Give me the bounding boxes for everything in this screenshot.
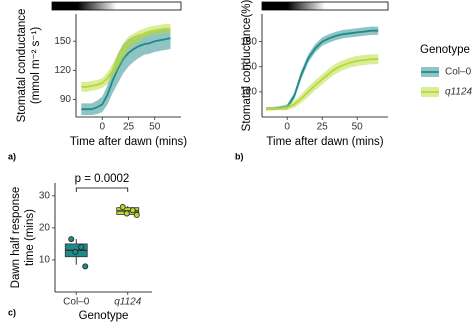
y-axis-label: time (mins) (24, 209, 36, 266)
x-tick-label: 0 (284, 122, 290, 133)
x-axis-label: Time after dawn (mins) (70, 136, 187, 148)
series-line (81, 37, 171, 111)
y-tick-label: 120 (54, 65, 71, 76)
error-ribbon (81, 23, 171, 92)
data-point (72, 248, 79, 255)
y-tick-label: 150 (240, 61, 257, 72)
legend-title: Genotype (420, 44, 470, 56)
data-point (78, 244, 85, 251)
legend-label: Col–0 (445, 67, 472, 78)
x-tick-label: q1124 (114, 297, 142, 308)
data-point (123, 210, 130, 217)
y-tick-label: 10 (39, 255, 51, 266)
y-tick-label: 20 (39, 223, 51, 234)
y-axis-label: Stomatal conductance (16, 9, 28, 123)
light-bar (51, 1, 182, 11)
data-point (129, 207, 136, 214)
error-ribbon (266, 54, 379, 111)
x-tick-label: 50 (149, 122, 161, 133)
plot-area (81, 23, 171, 116)
series-line (266, 58, 379, 110)
panel-label: c) (8, 307, 16, 317)
data-point (119, 204, 126, 211)
x-tick-label: 25 (317, 122, 329, 133)
plot-area (266, 26, 379, 111)
y-tick-label: 30 (39, 190, 51, 201)
data-point (82, 263, 89, 270)
x-tick-label: 25 (123, 122, 135, 133)
x-tick-label: 0 (99, 122, 105, 133)
x-tick-label: Col–0 (63, 297, 90, 308)
series-line (81, 27, 171, 88)
panel-label: b) (235, 151, 244, 161)
y-tick-label: 150 (54, 36, 71, 47)
error-ribbon (81, 27, 171, 116)
legend-label: q1124 (445, 87, 473, 98)
y-tick-label: 90 (60, 94, 72, 105)
light-bar (261, 1, 389, 11)
x-axis-label: Genotype (79, 310, 129, 322)
x-tick-label: 50 (352, 122, 364, 133)
data-point (133, 212, 140, 219)
error-ribbon (266, 26, 379, 111)
annotation: p = 0.0002 (75, 173, 130, 185)
y-axis-label: (mmol m⁻² s⁻¹) (30, 27, 42, 104)
panel-label: a) (8, 151, 16, 161)
y-tick-label: 180 (240, 36, 257, 47)
series-line (266, 29, 379, 110)
y-axis-label: Dawn half response (10, 187, 22, 289)
y-axis-label: Stomatal conductance(%) (241, 0, 253, 131)
significance-bracket (75, 187, 129, 192)
y-tick-label: 120 (240, 87, 257, 98)
x-axis-label: Time after dawn (mins) (266, 136, 383, 148)
data-point (68, 236, 75, 243)
